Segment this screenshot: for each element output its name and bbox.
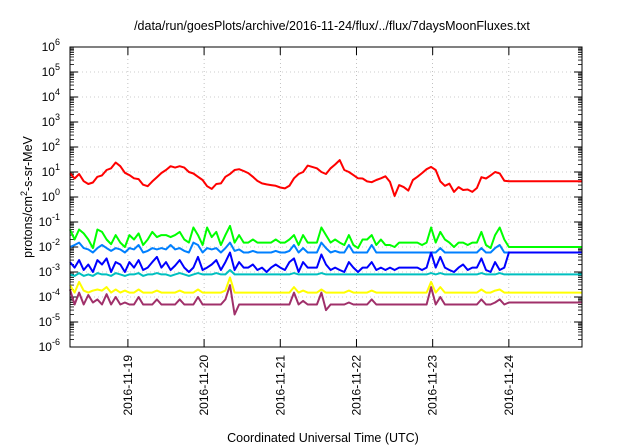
- y-axis: 10-610-510-410-310-210-11001011021031041…: [39, 37, 582, 354]
- y-tick-exp: 4: [55, 87, 60, 97]
- y-tick-label: 10-1: [39, 212, 60, 229]
- y-tick-exp: -1: [52, 212, 60, 222]
- y-tick-exp: 0: [55, 187, 60, 197]
- series-lines: [69, 159, 582, 316]
- x-axis-label: Coordinated Universal Time (UTC): [227, 431, 419, 445]
- series-line-6: [69, 284, 582, 316]
- x-tick-label: 2016-11-20: [197, 355, 211, 416]
- y-tick-base: 10: [39, 290, 53, 304]
- x-tick-label: 2016-11-19: [121, 355, 135, 416]
- y-tick-exp: -4: [52, 287, 60, 297]
- y-tick-label: 10-2: [39, 237, 60, 254]
- y-tick-base: 10: [42, 90, 56, 104]
- x-axis: 2016-11-19 2016-11-20 2016-11-21 2016-11-22…: [121, 47, 516, 416]
- y-tick-exp: -3: [52, 262, 60, 272]
- y-axis-label-rest: -s-sr-MeV: [21, 135, 35, 191]
- y-tick-base: 10: [42, 40, 56, 54]
- y-tick-base: 10: [42, 190, 56, 204]
- series-line-4: [69, 269, 582, 277]
- y-tick-base: 10: [39, 240, 53, 254]
- y-tick-label: 10-6: [39, 337, 60, 354]
- x-tick-label: 2016-11-21: [273, 355, 287, 416]
- y-tick-exp: 5: [55, 62, 60, 72]
- y-tick-exp: 3: [55, 112, 60, 122]
- y-tick-label: 102: [42, 137, 60, 154]
- series-line-5: [69, 276, 582, 294]
- x-tick-label: 2016-11-22: [349, 355, 363, 416]
- y-axis-label: protons/cm2-s-sr-MeV: [19, 135, 35, 257]
- grid: [70, 47, 582, 347]
- y-tick-exp: -2: [52, 237, 60, 247]
- y-tick-base: 10: [42, 165, 56, 179]
- chart-title: /data/run/goesPlots/archive/2016-11-24/f…: [134, 19, 530, 33]
- x-tick-label: 2016-11-23: [426, 355, 440, 416]
- y-tick-label: 10-4: [39, 287, 60, 304]
- y-axis-label-exp: 2: [19, 191, 29, 196]
- y-tick-label: 105: [42, 62, 60, 79]
- y-tick-exp: -6: [52, 337, 60, 347]
- series-line-1: [69, 224, 582, 250]
- y-tick-base: 10: [39, 265, 53, 279]
- y-tick-exp: 1: [55, 162, 60, 172]
- y-tick-label: 10-3: [39, 262, 60, 279]
- y-tick-exp: 2: [55, 137, 60, 147]
- y-tick-base: 10: [39, 340, 53, 354]
- x-tick-label: 2016-11-24: [502, 355, 516, 416]
- y-tick-label: 104: [42, 87, 60, 104]
- series-line-2: [69, 241, 582, 254]
- y-tick-label: 101: [42, 162, 60, 179]
- y-tick-base: 10: [39, 315, 53, 329]
- plot-frame: [69, 46, 583, 348]
- y-tick-base: 10: [42, 65, 56, 79]
- y-tick-base: 10: [42, 115, 56, 129]
- y-axis-label-main: protons/cm: [21, 196, 35, 258]
- y-tick-exp: -5: [52, 312, 60, 322]
- series-line-3: [69, 251, 582, 273]
- y-tick-base: 10: [39, 215, 53, 229]
- y-tick-label: 100: [42, 187, 60, 204]
- y-tick-label: 10-5: [39, 312, 60, 329]
- y-tick-exp: 6: [55, 37, 60, 47]
- y-tick-label: 106: [42, 37, 60, 54]
- y-tick-base: 10: [42, 140, 56, 154]
- series-line-0: [69, 159, 582, 197]
- y-tick-label: 103: [42, 112, 60, 129]
